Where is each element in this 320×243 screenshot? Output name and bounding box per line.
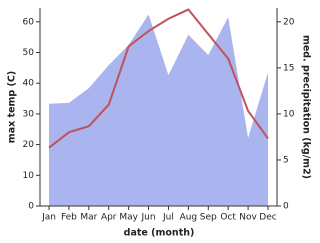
x-tick-label: Feb [61,213,77,223]
temperature-line [48,8,269,149]
x-tick-label: Nov [239,213,257,223]
y-tick-label: 10 [23,171,35,181]
x-tick-label: Dec [259,213,276,223]
y2-tick-label: 20 [283,17,295,27]
y-tick-label: 20 [23,140,35,150]
x-tick-label: Mar [80,213,97,223]
x-tick-label: Oct [220,213,236,223]
y-tick-label: 60 [23,17,35,27]
y-tick-label: 0 [28,202,34,212]
x-tick-label: Jan [41,213,56,223]
y2-tick-label: 0 [283,202,289,212]
y2-tick-label: 10 [283,109,295,119]
x-tick-label: Aug [180,213,198,223]
precipitation-area [49,14,268,206]
y2-tick-label: 15 [283,63,294,73]
x-tick-label: May [119,213,138,223]
y-tick-label: 50 [23,48,35,58]
x-tick-label: Sep [200,213,217,223]
x-tick-label: Apr [101,213,117,223]
y-axis-label: max temp (C) [7,71,18,143]
y-tick-label: 40 [23,79,35,89]
y2-axis-label: med. precipitation (kg/m2) [301,35,312,179]
x-axis-label: date (month) [124,228,195,239]
x-tick-label: Jun [141,213,156,223]
x-tick-label: Jul [162,213,174,223]
y2-tick-label: 5 [283,155,289,165]
y-tick-label: 30 [23,109,35,119]
